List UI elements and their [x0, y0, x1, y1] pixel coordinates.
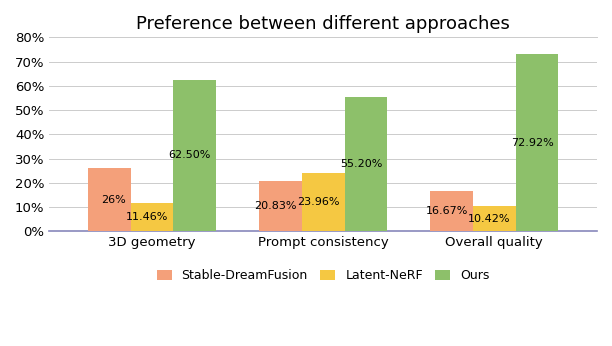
Text: 55.20%: 55.20%: [340, 160, 382, 169]
Bar: [473, 206, 516, 231]
Bar: [259, 181, 302, 231]
Title: Preference between different approaches: Preference between different approaches: [136, 15, 510, 33]
Bar: [130, 203, 173, 231]
Bar: [345, 98, 387, 231]
Bar: [88, 168, 130, 231]
Text: 26%: 26%: [101, 195, 125, 205]
Text: 16.67%: 16.67%: [425, 206, 468, 216]
Text: 11.46%: 11.46%: [126, 212, 168, 222]
Bar: [430, 191, 473, 231]
Text: 20.83%: 20.83%: [254, 201, 297, 211]
Text: 72.92%: 72.92%: [510, 138, 553, 148]
Text: 62.50%: 62.50%: [169, 151, 211, 161]
Text: 23.96%: 23.96%: [297, 197, 340, 207]
Bar: [516, 54, 559, 231]
Legend: Stable-DreamFusion, Latent-NeRF, Ours: Stable-DreamFusion, Latent-NeRF, Ours: [152, 264, 495, 287]
Text: 10.42%: 10.42%: [468, 213, 510, 224]
Bar: [173, 80, 216, 231]
Bar: [302, 173, 345, 231]
